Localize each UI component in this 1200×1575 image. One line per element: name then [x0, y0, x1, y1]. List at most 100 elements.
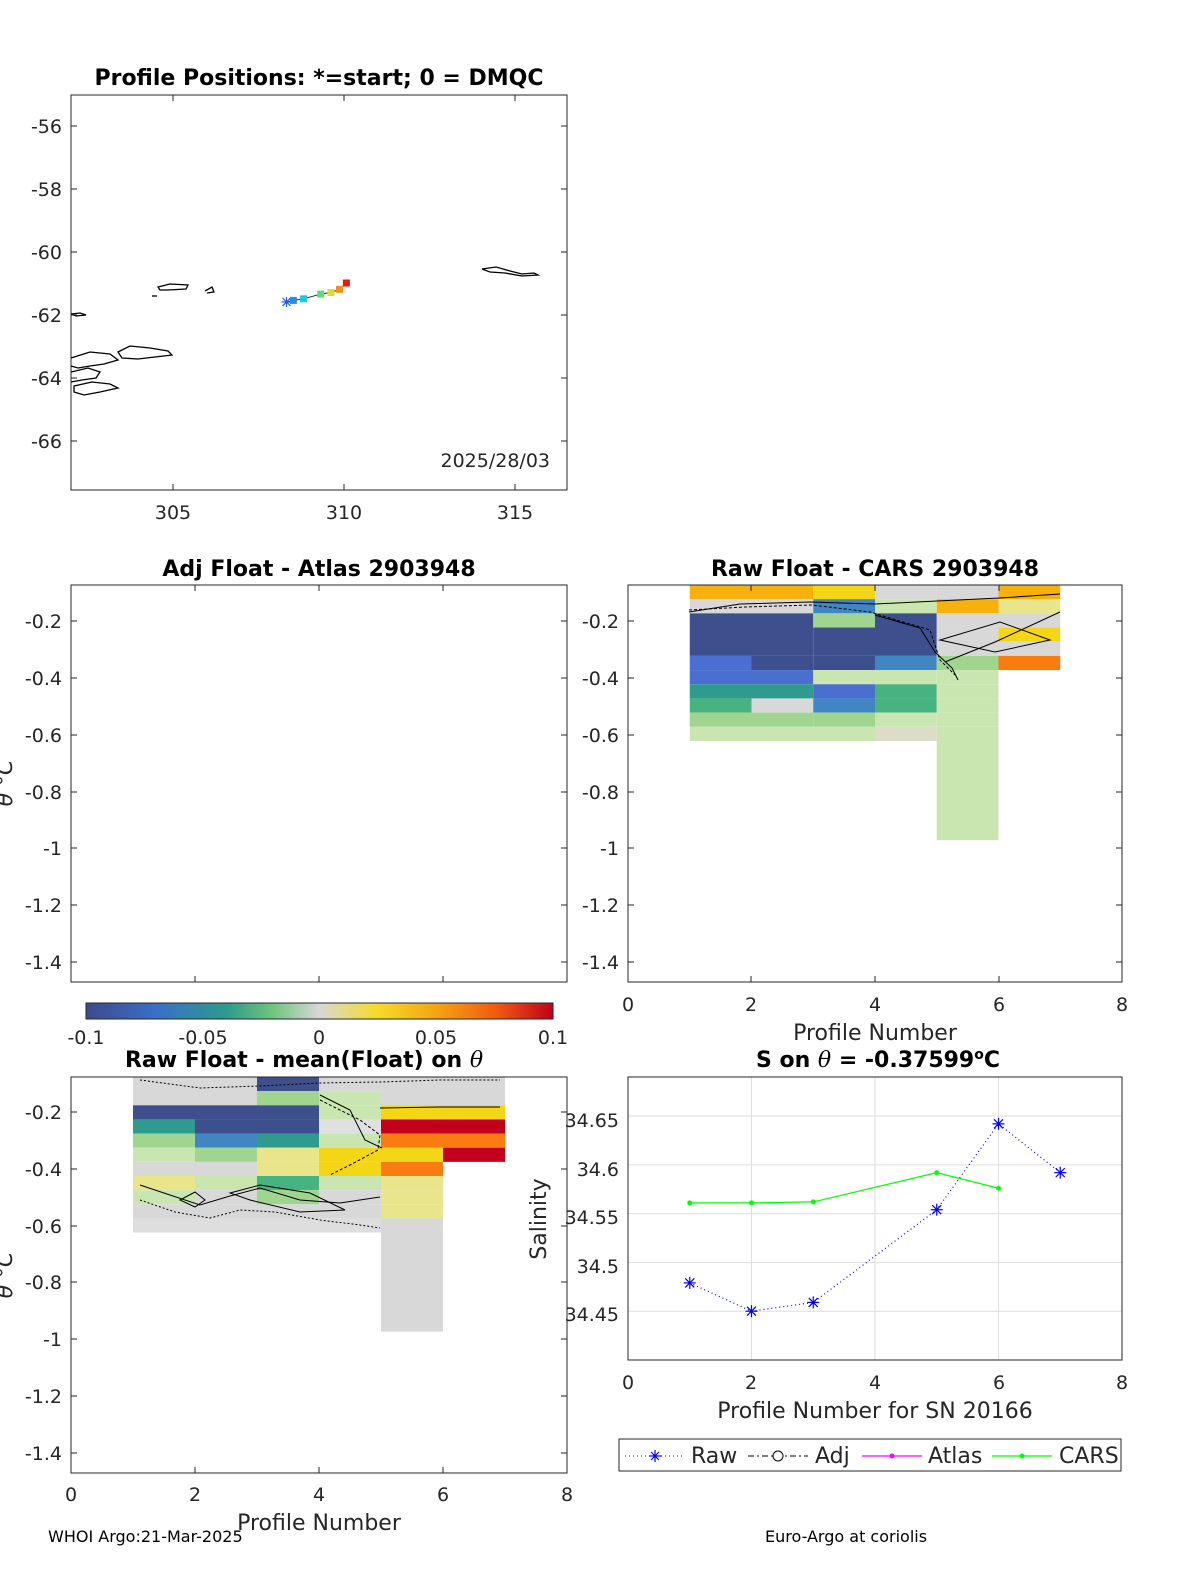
profile-position-point	[342, 279, 350, 287]
raw-mean-ytick-label: -0.4	[25, 1159, 62, 1181]
profile-position-point	[336, 285, 344, 293]
legend-cars-label: CARS	[1059, 1444, 1119, 1469]
heatmap-cell	[875, 585, 937, 600]
raw-cars-xtick-label: 4	[869, 994, 881, 1016]
map-date-label: 2025/28/03	[440, 450, 550, 472]
heatmap-cell	[875, 698, 937, 713]
heatmap-cell	[257, 1161, 319, 1176]
salinity-xlabel: Profile Number for SN 20166	[717, 1399, 1032, 1424]
salinity-ytick-label: 34.6	[577, 1159, 619, 1181]
heatmap-cell	[381, 1218, 443, 1332]
legend-atlas-label: Atlas	[928, 1444, 982, 1469]
heatmap-cell	[998, 599, 1061, 614]
legend-cars-marker	[992, 1453, 1052, 1459]
adj-atlas-ytick-label: -0.4	[25, 668, 62, 690]
legend-adj-marker	[748, 1450, 808, 1462]
map-ytick-label: -64	[31, 368, 62, 390]
heatmap-cell	[257, 1176, 319, 1191]
colorbar-tick-label: 0.1	[538, 1027, 568, 1049]
heatmap-cell	[813, 698, 875, 713]
adj-atlas-ytick-label: -1.4	[25, 952, 62, 974]
heatmap-cell	[998, 655, 1061, 671]
profile-position-point	[317, 290, 325, 298]
map-ytick-label: -56	[31, 116, 62, 138]
heatmap-cell	[257, 1091, 319, 1106]
heatmap-cell	[998, 627, 1061, 642]
raw-cars-xtick-label: 8	[1116, 994, 1128, 1016]
raw-marker-stroke	[808, 1297, 819, 1308]
heatmap-cell	[319, 1161, 381, 1176]
heatmap-cell	[133, 1077, 257, 1106]
raw-cars-ytick-label: -1.4	[582, 952, 619, 974]
heatmap-cell	[133, 1133, 195, 1148]
cars-data-point	[996, 1185, 1001, 1191]
heatmap-cell	[195, 1119, 257, 1134]
start-marker-stroke	[282, 297, 291, 307]
cars-data-point	[749, 1200, 754, 1206]
map-title: Profile Positions: *=start; 0 = DMQC	[94, 66, 543, 91]
raw-mean-ytick-label: -1	[43, 1329, 62, 1351]
heatmap-cell	[936, 726, 999, 841]
heatmap-cell	[813, 670, 875, 685]
raw-cars-ytick-label: -1	[600, 838, 619, 860]
footer-right: Euro-Argo at coriolis	[765, 1527, 927, 1546]
raw-mean-xtick-label: 6	[437, 1484, 449, 1506]
map-panel: Profile Positions: *=start; 0 = DMQC 305…	[31, 66, 568, 524]
raw-mean-ylabel: θ °C	[0, 1251, 18, 1298]
adj-atlas-ytick-label: -0.8	[25, 782, 62, 804]
heatmap-cell	[381, 1190, 443, 1205]
raw-cars-xtick-label: 0	[622, 994, 634, 1016]
heatmap-cell	[133, 1105, 257, 1120]
salinity-ytick-label: 34.65	[565, 1110, 619, 1132]
raw-cars-ytick-label: -0.4	[582, 668, 619, 690]
raw-mean-ytick-label: -1.2	[25, 1386, 62, 1408]
heatmap-cell	[133, 1190, 195, 1205]
raw-cars-ytick-label: -0.8	[582, 782, 619, 804]
colorbar-tick-label: 0	[313, 1027, 325, 1049]
heatmap-cell	[689, 613, 814, 656]
raw-cars-xlabel: Profile Number	[793, 1021, 958, 1046]
heatmap-cell	[998, 613, 1061, 628]
heatmap-cell	[875, 684, 937, 699]
heatmap-cell	[319, 1077, 381, 1092]
heatmap-cell	[998, 585, 1061, 600]
salinity-panel: S on θ = -0.37599oC 34.65 34.6 34.55 34.…	[527, 1047, 1128, 1424]
map-xtick-label: 305	[155, 502, 191, 524]
salinity-xtick-label: 6	[993, 1372, 1005, 1394]
profile-position-point	[300, 295, 308, 303]
raw-mean-tick-marks	[71, 1111, 567, 1473]
legend-box	[618, 1438, 1122, 1472]
raw-cars-xtick-label: 6	[993, 994, 1005, 1016]
raw-cars-ytick-label: -0.6	[582, 725, 619, 747]
heatmap-cell	[689, 712, 814, 727]
legend: Raw Adj Atlas CARS	[618, 1438, 1122, 1472]
heatmap-cell	[813, 684, 875, 699]
heatmap-cell	[257, 1119, 319, 1134]
heatmap-cell	[319, 1133, 381, 1148]
salinity-xtick-label: 4	[869, 1372, 881, 1394]
raw-mean-panel: Raw Float - mean(Float) on θ -0.2 -0.4 -…	[0, 1048, 573, 1536]
map-ytick-label: -62	[31, 305, 62, 327]
adj-atlas-ytick-label: -1	[43, 838, 62, 860]
raw-marker-stroke	[746, 1306, 757, 1317]
raw-mean-contours	[139, 1079, 500, 1229]
raw-mean-ytick-label: -0.6	[25, 1216, 62, 1238]
adj-atlas-ylabel: θ °C	[0, 759, 18, 806]
heatmap-cell	[689, 726, 875, 741]
heatmap-cell	[257, 1133, 319, 1148]
raw-marker-stroke	[993, 1118, 1004, 1129]
heatmap-cell	[875, 613, 937, 656]
heatmap-cell	[257, 1190, 319, 1205]
heatmap-cell	[381, 1077, 505, 1106]
heatmap-cell	[936, 585, 999, 600]
raw-mean-heatmap	[133, 1077, 505, 1332]
raw-mean-ytick-label: -1.4	[25, 1443, 62, 1465]
heatmap-cell	[875, 655, 937, 671]
heatmap-cell	[813, 627, 875, 656]
heatmap-cell	[133, 1176, 195, 1191]
adj-atlas-ytick-label: -1.2	[25, 895, 62, 917]
legend-raw-marker	[625, 1450, 685, 1462]
map-ytick-label: -66	[31, 431, 62, 453]
adj-atlas-axes	[70, 584, 568, 983]
